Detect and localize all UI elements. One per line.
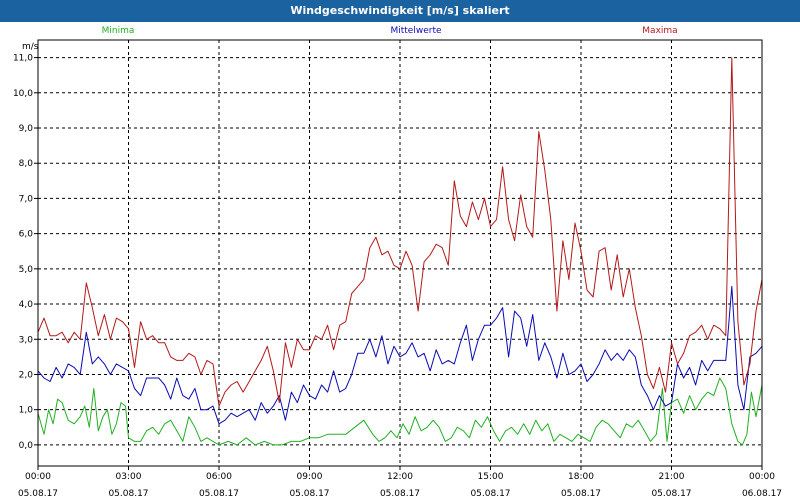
x-tick-date: 06.08.17	[742, 489, 782, 499]
x-tick-date: 05.08.17	[380, 489, 420, 499]
x-tick-time: 06:00	[206, 472, 232, 482]
y-tick-label: 6,0	[19, 230, 34, 240]
series-lines	[37, 57, 763, 446]
x-tick-date: 05.08.17	[651, 489, 691, 499]
x-tick-date: 05.08.17	[18, 489, 58, 499]
y-tick-label: 7,0	[19, 194, 34, 204]
y-tick-label: 2,0	[19, 370, 34, 380]
legend-entry-maxima: Maxima	[642, 26, 677, 36]
x-tick-time: 00:00	[25, 472, 51, 482]
x-tick-time: 00:00	[749, 472, 775, 482]
y-tick-label: 9,0	[19, 124, 34, 134]
chart-title: Windgeschwindigkeit [m/s] skaliert	[0, 0, 800, 22]
x-tick-time: 18:00	[568, 472, 594, 482]
x-tick-time: 03:00	[116, 472, 142, 482]
series-line-minima	[37, 377, 763, 446]
x-tick-date: 05.08.17	[199, 489, 239, 499]
y-tick-label: 5,0	[19, 265, 34, 275]
x-tick-time: 15:00	[478, 472, 504, 482]
y-tick-label: 1,0	[19, 406, 34, 416]
x-tick-date: 05.08.17	[289, 489, 329, 499]
y-tick-label: 4,0	[19, 300, 34, 310]
y-tick-label: 3,0	[19, 335, 34, 345]
y-tick-label: 11,0	[13, 54, 33, 64]
y-tick-label: 0,0	[19, 441, 34, 451]
x-tick-date: 05.08.17	[470, 489, 510, 499]
chart-area: m/s Minima Mittelwerte Maxima 0,0 1,0 2,0 3,0…	[0, 22, 800, 500]
legend: Minima Mittelwerte Maxima	[102, 26, 678, 36]
gridlines	[34, 40, 763, 470]
x-tick-time: 09:00	[297, 472, 323, 482]
x-tick-date: 05.08.17	[108, 489, 148, 499]
x-axis-labels: 00:00 05.08.17 03:00 05.08.17 06:00 05.08.17 0…	[18, 472, 782, 499]
y-axis-labels: 0,0 1,0 2,0 3,0 4,0 5,0 6,0 7,0 8,0 9,0 10,0 11,0	[13, 54, 33, 451]
wind-speed-chart: m/s Minima Mittelwerte Maxima 0,0 1,0 2,0 3,0…	[13, 26, 782, 499]
x-tick-time: 21:00	[659, 472, 685, 482]
y-unit-label: m/s	[22, 42, 39, 52]
series-line-mittelwerte	[37, 285, 763, 425]
plot-frame	[37, 39, 763, 467]
legend-entry-minima: Minima	[102, 26, 135, 36]
y-tick-label: 10,0	[13, 89, 33, 99]
y-tick-label: 8,0	[19, 159, 34, 169]
x-tick-date: 05.08.17	[561, 489, 601, 499]
x-tick-time: 12:00	[387, 472, 413, 482]
series-line-maxima	[37, 57, 763, 407]
legend-entry-mittelwerte: Mittelwerte	[390, 26, 441, 36]
